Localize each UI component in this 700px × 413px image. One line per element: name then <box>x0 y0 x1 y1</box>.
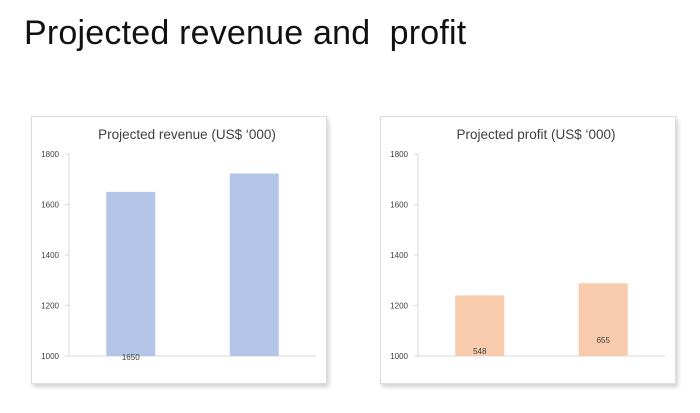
revenue-y-tick-label: 1400 <box>41 251 59 260</box>
profit-data-label: 655 <box>597 336 611 345</box>
profit-chart: Projected profit (US$ ‘000) 1000 1200 1400 1… <box>390 127 665 361</box>
revenue-title: Projected revenue (US$ ‘000) <box>98 127 276 142</box>
revenue-bar <box>106 191 156 356</box>
profit-title: Projected profit (US$ ‘000) <box>456 127 615 142</box>
revenue-y-tick-label: 1600 <box>41 201 59 210</box>
revenue-y-tick-label: 1000 <box>41 352 59 361</box>
revenue-chart-panel: Projected revenue (US$ ‘000) 1000 1200 1400… <box>31 116 327 384</box>
profit-bar <box>455 295 505 356</box>
revenue-y-tick-label: 1800 <box>41 150 59 159</box>
profit-y-tick-label: 1600 <box>390 201 408 210</box>
revenue-bar <box>229 173 279 356</box>
profit-y-tick-label: 1200 <box>390 302 408 311</box>
revenue-y-tick-label: 1200 <box>41 302 59 311</box>
revenue-data-label: 1650 <box>122 353 140 362</box>
profit-y-tick-label: 1400 <box>390 251 408 260</box>
profit-y-tick-label: 1800 <box>390 150 408 159</box>
slide-title: Projected revenue and profit <box>24 14 467 52</box>
profit-y-tick-label: 1000 <box>390 352 408 361</box>
profit-chart-panel: Projected profit (US$ ‘000) 1000 1200 1400 1… <box>380 116 676 384</box>
profit-data-label: 548 <box>473 347 487 356</box>
revenue-chart: Projected revenue (US$ ‘000) 1000 1200 1400… <box>41 127 316 362</box>
profit-bar <box>578 283 628 356</box>
